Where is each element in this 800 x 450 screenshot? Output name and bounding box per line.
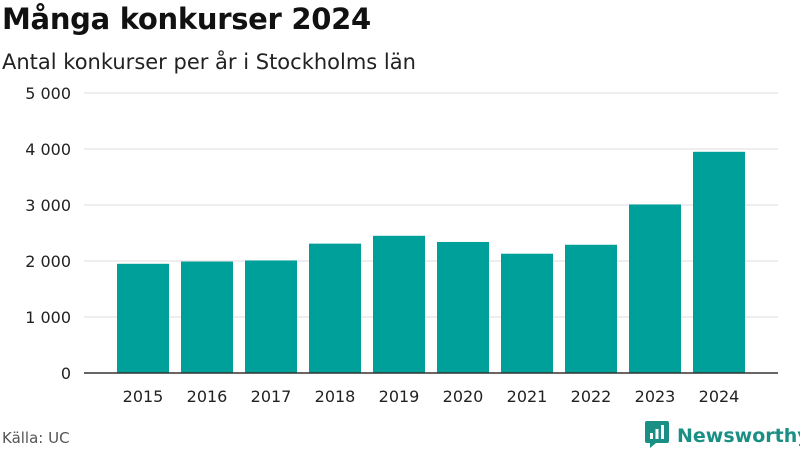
x-tick-label: 2021 <box>507 387 548 406</box>
x-tick-label: 2015 <box>123 387 164 406</box>
bar-2024 <box>693 151 745 373</box>
y-tick-label: 2 000 <box>25 252 71 271</box>
source-note: Källa: UC <box>2 429 70 447</box>
bar-2017 <box>245 260 297 373</box>
y-tick-label: 1 000 <box>25 308 71 327</box>
brand-name: Newsworthy <box>677 425 800 447</box>
newsworthy-logo-icon <box>644 419 670 450</box>
chart-subtitle: Antal konkurser per år i Stockholms län <box>2 50 416 74</box>
x-tick-label: 2020 <box>443 387 484 406</box>
bar-2022 <box>565 244 617 373</box>
y-tick-label: 3 000 <box>25 196 71 215</box>
x-tick-label: 2018 <box>315 387 356 406</box>
y-tick-label: 0 <box>61 364 71 383</box>
bar-2018 <box>309 243 361 373</box>
bar-2023 <box>629 204 681 373</box>
x-tick-label: 2017 <box>251 387 292 406</box>
x-tick-label: 2023 <box>635 387 676 406</box>
chart-title: Många konkurser 2024 <box>2 2 371 36</box>
y-tick-label: 5 000 <box>25 84 71 103</box>
bar-2021 <box>501 253 553 373</box>
x-tick-label: 2019 <box>379 387 420 406</box>
brand-logo: Newsworthy <box>644 419 800 450</box>
bar-2016 <box>181 261 233 373</box>
x-tick-label: 2022 <box>571 387 612 406</box>
bar-2015 <box>117 263 169 373</box>
x-tick-label: 2016 <box>187 387 228 406</box>
bar-2019 <box>373 235 425 373</box>
x-tick-label: 2024 <box>699 387 740 406</box>
y-tick-label: 4 000 <box>25 140 71 159</box>
bar-2020 <box>437 241 489 373</box>
